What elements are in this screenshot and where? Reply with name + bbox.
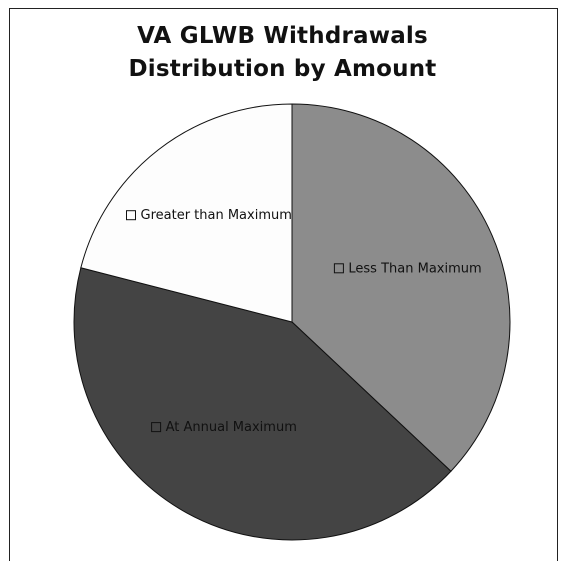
pie-labels: Less Than Maximum At Annual Maximum Greate… [126, 208, 482, 435]
slice-label-less-than-maximum: Less Than Maximum [333, 261, 482, 276]
slice-label-text: Greater than Maximum [141, 208, 292, 223]
slice-label-greater-than-maximum: Greater than Maximum [126, 208, 292, 223]
chart-title-line-1: VA GLWB Withdrawals [137, 23, 428, 49]
slice-label-text: Less Than Maximum [348, 261, 481, 276]
pie-slices [73, 103, 511, 541]
slice-label-text: At Annual Maximum [166, 420, 297, 435]
slice-label-at-annual-maximum: At Annual Maximum [151, 420, 297, 435]
chart-title: VA GLWB Withdrawals Distribution by Amou… [0, 20, 565, 86]
pie-slice-at-annual-maximum [73, 267, 452, 541]
slice-label-swatch [333, 263, 344, 274]
slice-label-swatch [126, 210, 136, 221]
pie-slice-less-than-maximum [291, 103, 511, 472]
pie-slice-greater-than-maximum [80, 103, 293, 323]
chart-title-line-2: Distribution by Amount [128, 56, 437, 82]
slice-label-swatch [151, 422, 162, 433]
